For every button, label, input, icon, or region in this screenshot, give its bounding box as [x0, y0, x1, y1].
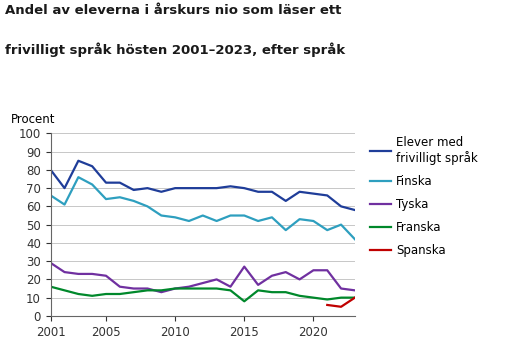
- Text: frivilligt språk hösten 2001–2023, efter språk: frivilligt språk hösten 2001–2023, efter…: [5, 42, 345, 57]
- Text: Procent: Procent: [11, 113, 56, 126]
- Text: Andel av eleverna i årskurs nio som läser ett: Andel av eleverna i årskurs nio som läse…: [5, 4, 341, 16]
- Legend: Elever med
frivilligt språk, Finska, Tyska, Franska, Spanska: Elever med frivilligt språk, Finska, Tys…: [370, 135, 478, 257]
